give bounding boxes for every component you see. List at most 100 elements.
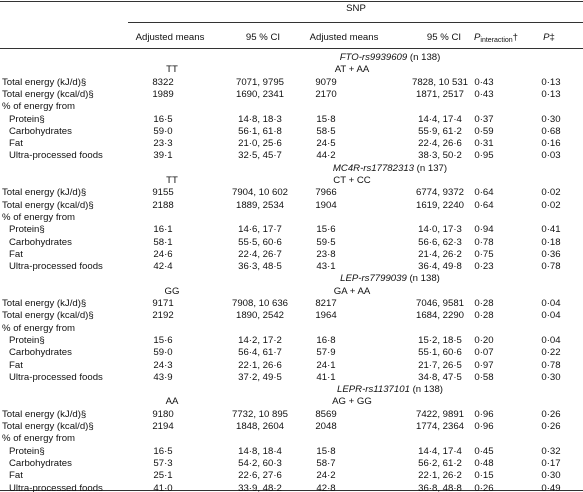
cell: 14·2, 17·2	[238, 334, 282, 346]
cell: 1871, 2517	[415, 88, 465, 100]
cell: 0·26	[541, 408, 561, 420]
cell: 1690, 2341	[235, 88, 285, 100]
cell: 0·30	[541, 113, 561, 125]
cell: 0·94	[474, 224, 494, 236]
cell: 43·1	[316, 261, 336, 273]
cell: 58·5	[316, 125, 336, 137]
gene: FTO-rs9939609	[339, 52, 408, 63]
cell: 0·26	[474, 482, 494, 492]
cell: 0·30	[541, 470, 561, 482]
cell: 36·3, 48·5	[238, 261, 282, 273]
cell: 24·5	[316, 138, 336, 150]
cell: 34·8, 47·5	[418, 371, 462, 383]
row-label: Protein§	[9, 224, 45, 236]
cell: 15·6	[316, 224, 336, 236]
cell: 9079	[315, 76, 337, 88]
cell: 0·64	[474, 187, 494, 199]
row-label: Total energy (kJ/d)§	[2, 408, 87, 420]
cell: 32·5, 45·7	[238, 150, 282, 162]
cell: 0·20	[474, 334, 494, 346]
cell: 14·8, 18·3	[238, 113, 282, 125]
cell: 1964	[315, 310, 337, 322]
cell: 57·9	[316, 347, 336, 359]
cell: 25·1	[153, 470, 173, 482]
cell: 42·4	[153, 261, 173, 273]
cell: 24·3	[153, 359, 173, 371]
row-label: Total energy (kcal/d)§	[2, 88, 94, 100]
cell: 1890, 2542	[235, 310, 285, 322]
row-label: Fat	[9, 138, 23, 150]
cell: 7071, 9795	[235, 76, 285, 88]
cell: 15·6	[153, 334, 173, 346]
sample-size: (n 138)	[412, 384, 443, 396]
cell: 9155	[152, 187, 174, 199]
cell: 41·0	[153, 482, 173, 492]
cell: 14·0, 17·3	[418, 224, 462, 236]
cell: 7904, 10 602	[231, 187, 289, 199]
cell: 9180	[152, 408, 174, 420]
cell: 16·5	[153, 445, 173, 457]
cell: 0·49	[541, 482, 561, 492]
cell: 14·4, 17·4	[418, 113, 462, 125]
gene-heading: LEP-rs7799039 (n 138)	[340, 273, 440, 285]
bottom-rule	[0, 490, 583, 491]
top-rule	[0, 1, 583, 2]
cell: 58·7	[316, 457, 336, 469]
cell: 7046, 9581	[415, 298, 465, 309]
cell: 6774, 9372	[415, 187, 465, 199]
cell: 16·5	[153, 113, 173, 125]
cell: 0·04	[541, 310, 561, 322]
cell: 56·2, 61·2	[418, 457, 462, 469]
cell: 22·1, 26·6	[238, 359, 282, 371]
cell: 57·3	[153, 457, 173, 469]
cell: 0·78	[474, 236, 494, 248]
genotype-group: CT + CC	[333, 175, 371, 186]
cell: 0·78	[541, 359, 561, 371]
cell: 0·02	[541, 187, 561, 199]
cell: 2048	[315, 421, 337, 432]
row-label: Carbohydrates	[9, 236, 72, 248]
row-label: % of energy from	[2, 211, 76, 223]
cell: 1989	[152, 88, 174, 100]
cell: 7732, 10 895	[231, 408, 289, 420]
cell: 0·23	[474, 261, 494, 273]
cell: 9171	[152, 298, 174, 309]
p-symbol: P	[543, 32, 550, 43]
cell: 7908, 10 636	[231, 298, 289, 309]
cell: 0·95	[474, 150, 494, 162]
spanner: SNP	[346, 3, 366, 14]
cell: 0·22	[541, 347, 561, 359]
genotype-group: TT	[166, 175, 178, 186]
cell: 0·97	[474, 359, 494, 371]
cell: 15·8	[316, 113, 336, 125]
cell: 8569	[315, 408, 337, 420]
cell: 15·8	[316, 445, 336, 457]
cell: 1848, 2604	[235, 421, 285, 432]
row-label: Fat	[9, 359, 23, 371]
cell: 36·4, 49·8	[418, 261, 462, 273]
row-label: Total energy (kJ/d)§	[2, 76, 87, 88]
column-header: Adjusted means	[135, 32, 205, 43]
row-label: % of energy from	[2, 101, 76, 113]
cell: 7422, 9891	[415, 408, 465, 420]
cell: 56·1, 61·8	[238, 125, 282, 137]
row-label: Carbohydrates	[9, 457, 72, 469]
genotype-group: AA	[165, 396, 179, 408]
cell: 59·0	[153, 347, 173, 359]
row-label: Carbohydrates	[9, 125, 72, 137]
cell: 14·6, 17·7	[238, 224, 282, 236]
row-label: Ultra-processed foods	[9, 150, 103, 162]
cell: 0·28	[474, 298, 494, 309]
cell: 23·3	[153, 138, 173, 150]
cell: 0·28	[474, 310, 494, 322]
genotype-group: TT	[166, 64, 178, 76]
row-label: Ultra-processed foods	[9, 371, 103, 383]
cell: 14·4, 17·4	[418, 445, 462, 457]
cell: 0·03	[541, 150, 561, 162]
cell: 2194	[152, 421, 174, 432]
cell: 21·7, 26·5	[418, 359, 462, 371]
cell: 21·4, 26·2	[418, 248, 462, 260]
cell: 0·17	[541, 457, 561, 469]
cell: 22·1, 26·2	[418, 470, 462, 482]
sample-size: (n 138)	[409, 52, 441, 63]
